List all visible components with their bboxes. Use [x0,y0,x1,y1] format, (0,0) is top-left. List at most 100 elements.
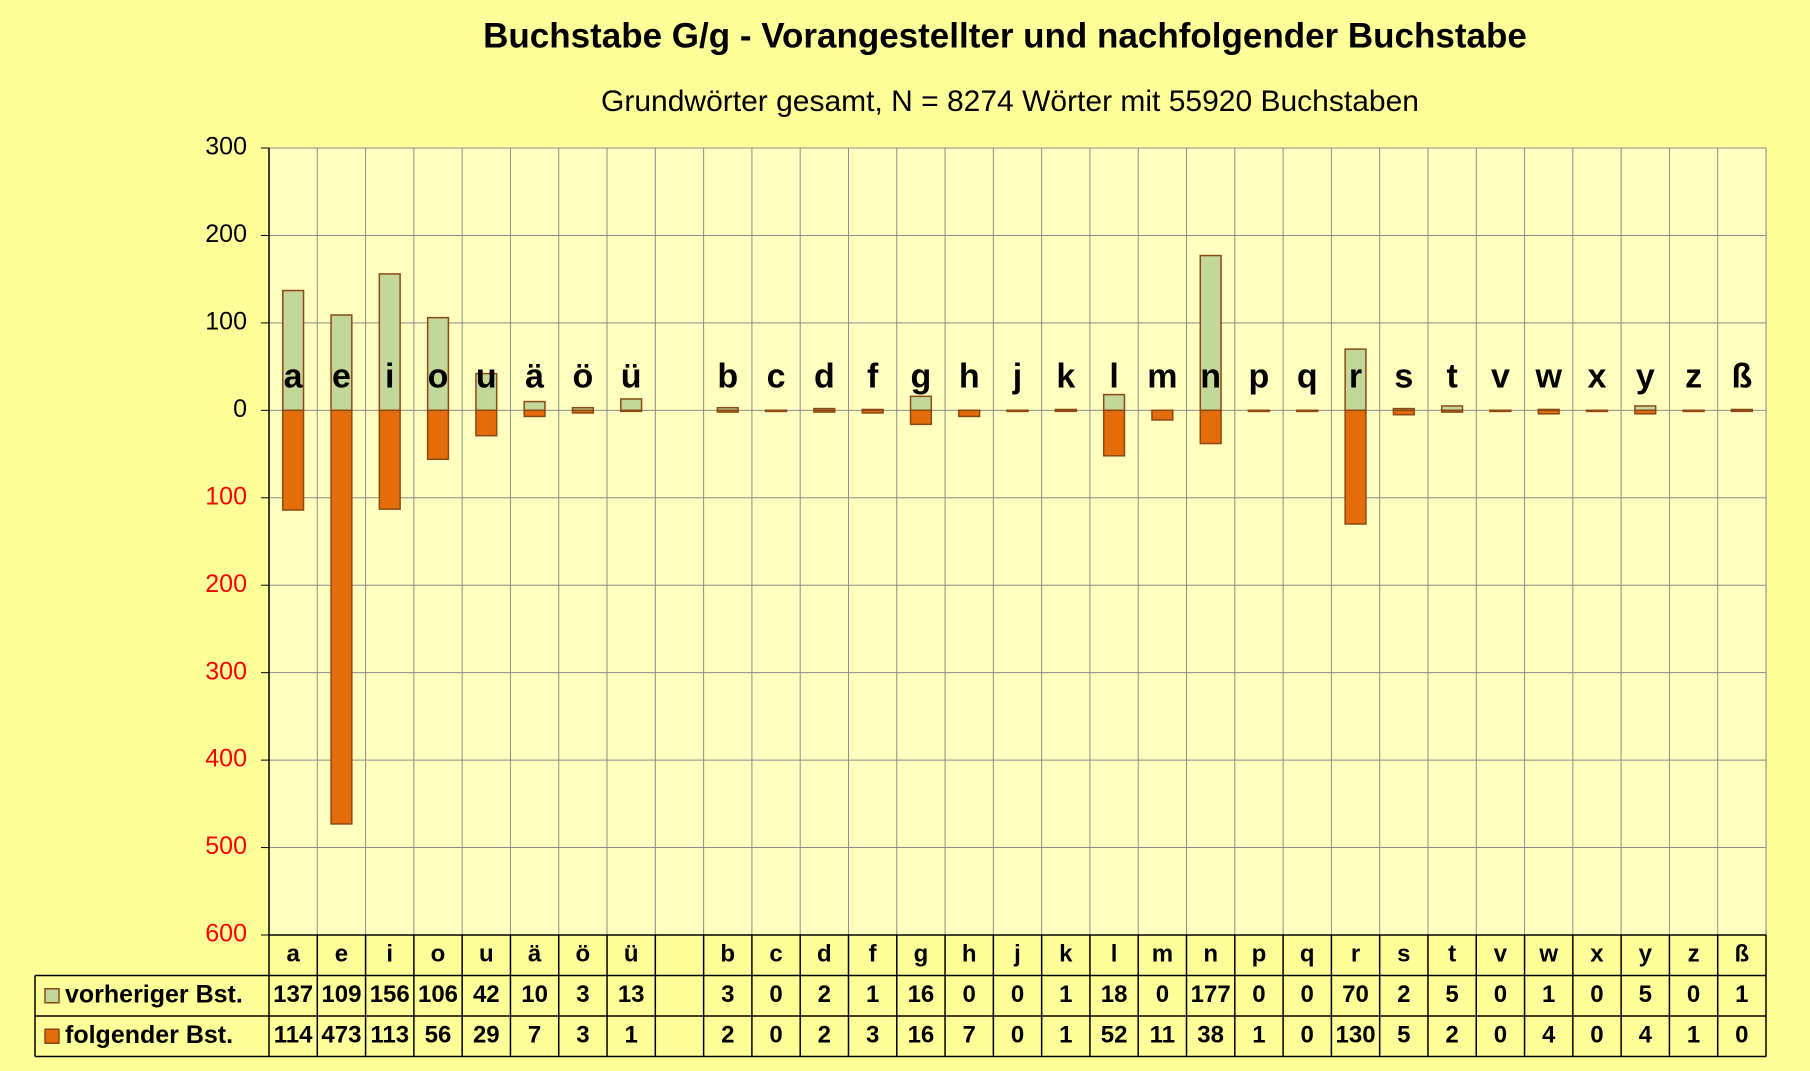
bar [523,400,546,412]
table-value: 1 [1059,1022,1072,1049]
x-tick-label: r [1351,941,1360,968]
table-value: 0 [1156,981,1169,1008]
bar [813,409,836,413]
category-letter: q [1297,357,1318,395]
category-letter: y [1636,357,1655,395]
x-tick-label: l [1111,941,1118,968]
category-letter: g [911,357,932,395]
x-tick-label: v [1494,941,1508,968]
bar [282,409,305,511]
table-value: 16 [908,981,935,1008]
table-value: 130 [1336,1022,1376,1049]
bar [1054,409,1077,413]
x-tick-label: y [1639,941,1653,968]
category-letter: ö [572,357,593,395]
bar [378,409,401,510]
bar [1440,409,1464,413]
category-letter: w [1534,357,1562,395]
x-tick-label: d [817,941,832,968]
category-letter: t [1446,357,1457,395]
x-tick-label: s [1397,941,1410,968]
category-letter: k [1056,357,1075,395]
y-tick-label: 500 [205,832,247,860]
bar [523,409,546,418]
table-value: 2 [818,1022,831,1049]
table-value: 1 [1687,1022,1700,1049]
bar [1296,409,1319,413]
x-tick-label: z [1688,941,1700,968]
x-tick-label: q [1300,941,1315,968]
table-value: 7 [963,1022,976,1049]
bar [861,409,884,414]
table-value: 0 [1735,1022,1748,1049]
table-value: 38 [1197,1022,1224,1049]
x-tick-label: e [335,941,348,968]
table-value: 2 [818,981,831,1008]
y-tick-label: 100 [205,482,247,510]
table-value: 16 [908,1022,935,1049]
bar [1682,409,1705,413]
table-value: 156 [370,981,410,1008]
bar [475,409,498,437]
bar [1102,409,1126,457]
table-value: 109 [321,981,361,1008]
table-value: 3 [866,1022,879,1049]
bar [716,409,739,413]
legend-label: vorheriger Bst. [65,980,243,1008]
x-tick-label: ß [1735,941,1750,968]
legend-label: folgender Bst. [65,1021,233,1049]
chart-title: Buchstabe G/g - Vorangestellter und nach… [483,16,1527,55]
category-letter: u [476,357,497,395]
table-value: 114 [274,1022,313,1049]
table-value: 0 [1301,981,1314,1008]
table-value: 13 [618,981,645,1008]
y-tick-label: 200 [205,220,247,248]
bar [330,409,353,825]
y-tick-label: 200 [205,570,247,598]
category-letter: j [1012,357,1022,395]
bar [620,409,643,413]
table-value: 52 [1101,1022,1128,1049]
category-letter: b [717,357,738,395]
bar [571,409,595,414]
table-value: 0 [769,1022,782,1049]
category-letter: m [1147,357,1177,395]
plot-area [268,147,1767,936]
table-value: 137 [273,981,313,1008]
table-value: 1 [1735,981,1748,1008]
bar [1634,409,1657,415]
table-value: 18 [1101,981,1128,1008]
chart-subtitle: Grundwörter gesamt, N = 8274 Wörter mit … [601,85,1419,118]
table-value: 0 [1252,981,1265,1008]
category-letter: ß [1731,357,1752,395]
category-letter: z [1685,357,1702,395]
x-tick-label: h [962,941,977,968]
table-value: 0 [1011,1022,1024,1049]
x-tick-label: j [1013,941,1021,968]
bar [1247,409,1271,413]
bar [764,409,788,413]
x-tick-label: g [914,941,929,968]
y-tick-label: 0 [233,395,247,423]
category-letter: r [1349,357,1362,395]
category-letter: p [1249,357,1270,395]
x-tick-label: w [1538,941,1558,968]
x-tick-label: t [1448,941,1456,968]
table-value: 3 [576,1022,589,1049]
category-letter: o [428,357,449,395]
table-value: 3 [576,981,589,1008]
bar [1006,409,1029,413]
table-value: 1 [866,981,879,1008]
bar [620,398,643,412]
table-value: 0 [1301,1022,1314,1049]
bar [1730,409,1753,413]
category-letter: i [385,357,394,395]
table-value: 0 [1011,981,1024,1008]
category-letter: a [284,357,304,395]
table-value: 177 [1191,981,1231,1008]
x-tick-label: u [479,941,494,968]
bar [909,409,933,426]
table-value: 113 [370,1022,409,1049]
legend-swatch [44,1028,60,1044]
